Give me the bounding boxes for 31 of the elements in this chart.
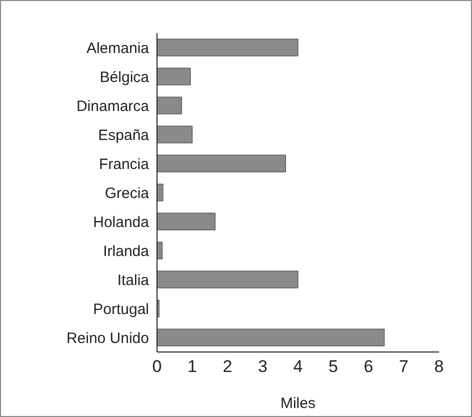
y-tick-label: Alemania [86, 40, 150, 57]
x-axis-title: Miles [280, 395, 316, 412]
y-tick-label: Bélgica [100, 68, 150, 86]
bar [157, 270, 298, 288]
x-tick-label: 0 [152, 357, 162, 376]
y-tick-label: Francia [98, 156, 150, 173]
bar [157, 126, 192, 144]
y-tick-label: Grecia [104, 184, 150, 202]
bar [157, 328, 385, 346]
bar [157, 184, 164, 202]
x-tick-label: 3 [258, 357, 268, 376]
y-tick-label: Italia [117, 272, 150, 289]
x-tick-label: 6 [364, 357, 374, 376]
y-tick-label: Irlanda [103, 242, 150, 260]
y-tick-label: Dinamarca [76, 98, 150, 115]
bar [157, 38, 298, 56]
y-tick-label: Reino Unido [66, 330, 149, 347]
bar [157, 154, 286, 172]
y-tick-label: Portugal [93, 300, 149, 318]
y-tick-label: España [98, 126, 150, 144]
x-tick-label: 4 [293, 357, 303, 376]
bar [157, 242, 163, 260]
x-tick-label: 1 [188, 357, 197, 376]
y-tick-label: Holanda [93, 214, 150, 231]
x-tick-label: 5 [328, 357, 338, 376]
bar [157, 96, 182, 114]
x-tick-label: 8 [434, 357, 444, 376]
bar [157, 212, 216, 230]
x-tick-label: 7 [399, 357, 408, 376]
bar [157, 68, 191, 86]
x-tick-label: 2 [222, 357, 232, 376]
